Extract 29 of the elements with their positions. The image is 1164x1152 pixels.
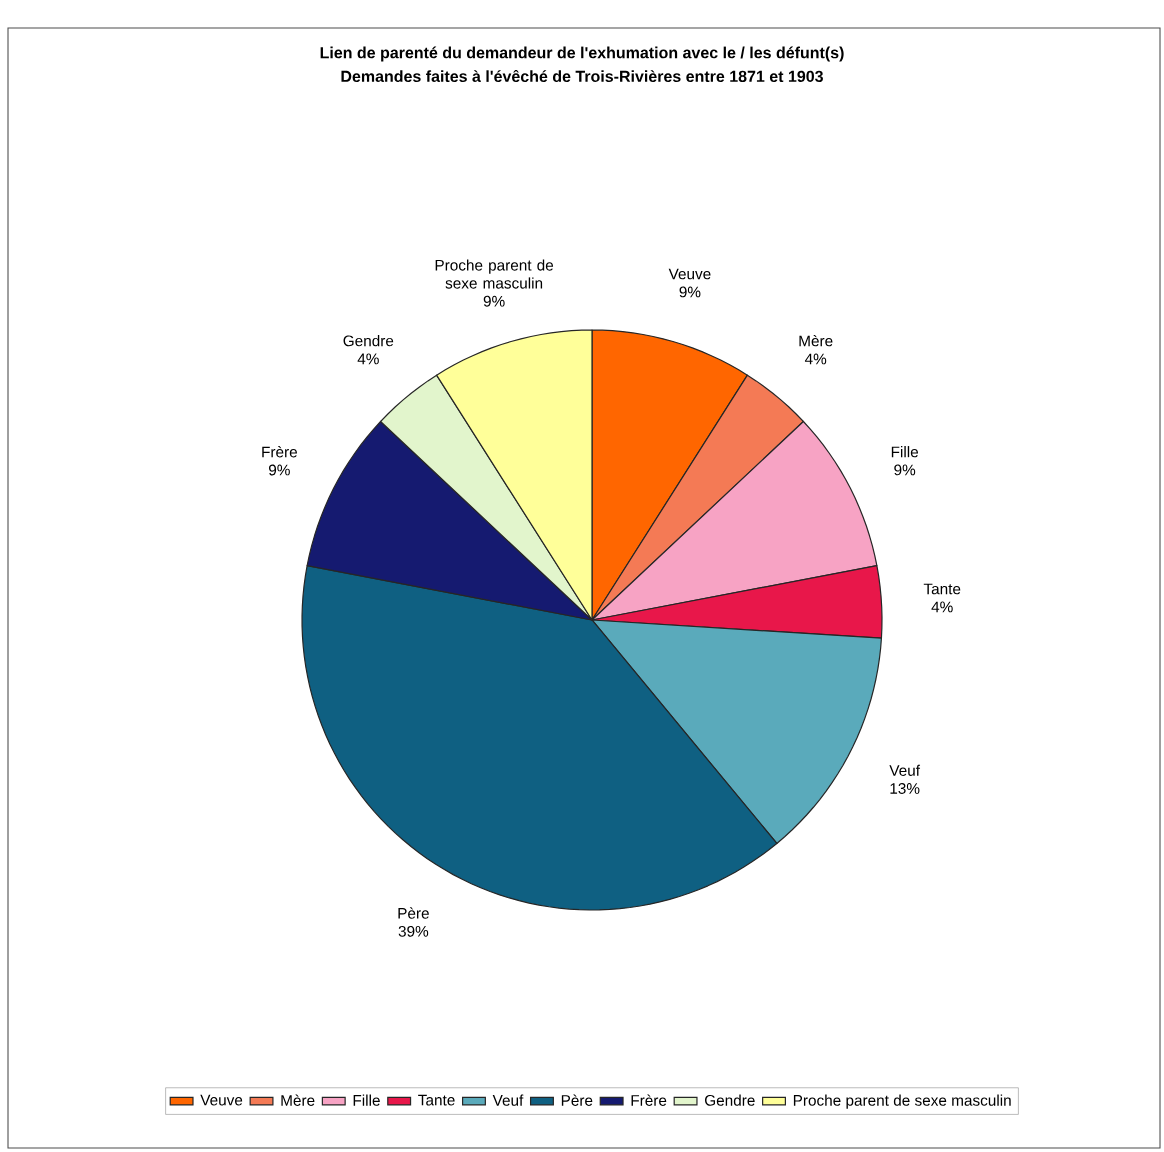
slice-label: Veuve: [668, 268, 711, 280]
legend-label: Tante: [418, 1094, 455, 1106]
legend-label: Gendre: [705, 1094, 755, 1106]
data-label: 4%: [804, 353, 827, 365]
data-label: 4%: [931, 601, 953, 613]
slice-label: Veuf: [889, 764, 921, 776]
legend-label: Père: [561, 1094, 593, 1106]
data-label: 9%: [268, 464, 290, 476]
chart-title: Lien de parenté du demandeur de l'exhumation avec le / les défunt(s): [320, 46, 844, 62]
slice-label: Proche parent de sexe masculin: [435, 259, 554, 289]
data-label: 9%: [894, 464, 916, 476]
slice-label: Père: [398, 907, 429, 919]
slice-label: Tante: [923, 583, 961, 595]
slice-label: Mère: [799, 334, 833, 347]
chart-subtitle: Demandes faites à l'évêché de Trois-Rivières entre 1871 et 1903: [341, 69, 823, 83]
data-label: 9%: [679, 286, 701, 298]
slice-label: Fille: [891, 446, 919, 458]
slice-label: Gendre: [343, 335, 394, 347]
legend-label: Veuf: [492, 1094, 524, 1106]
legend-label: Veuve: [200, 1094, 243, 1106]
data-label: 13%: [890, 783, 920, 794]
legend-label: Frère: [631, 1094, 667, 1106]
legend-label: Mère: [281, 1094, 315, 1106]
legend-label: Proche parent de sexe masculin: [793, 1094, 1011, 1109]
data-label: 9%: [483, 295, 505, 307]
data-label: 4%: [357, 353, 379, 365]
legend-label: Fille: [353, 1094, 380, 1106]
slice-label: Frère: [262, 445, 297, 458]
data-label: 39%: [398, 925, 429, 937]
